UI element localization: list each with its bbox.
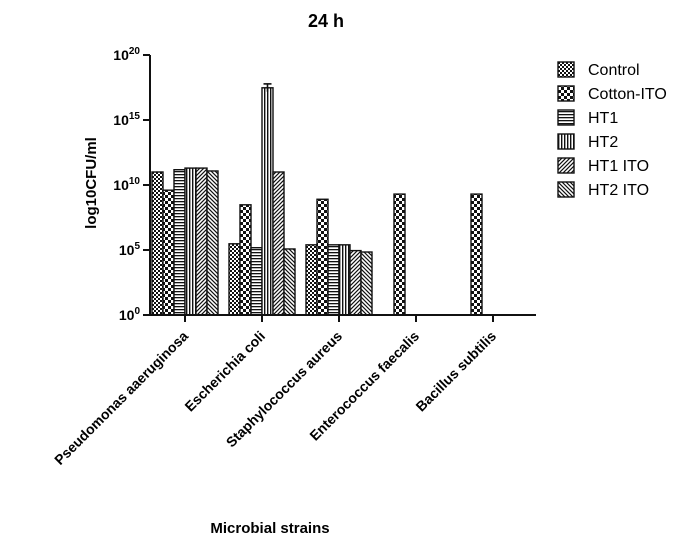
x-tick-label: Bacillus subtilis bbox=[412, 328, 499, 415]
legend-label: HT1 bbox=[588, 110, 618, 127]
bar bbox=[338, 244, 351, 316]
legend-swatch bbox=[557, 85, 575, 102]
legend-swatch bbox=[557, 157, 575, 174]
bar bbox=[173, 169, 186, 316]
y-tick-label: 1020 bbox=[113, 46, 140, 63]
y-tick-exponent: 0 bbox=[134, 306, 140, 317]
legend-swatch bbox=[557, 109, 575, 126]
bar bbox=[283, 248, 296, 316]
y-tick-exponent: 5 bbox=[134, 241, 140, 252]
bar bbox=[349, 249, 362, 316]
bar bbox=[239, 204, 252, 316]
bar bbox=[206, 170, 219, 316]
bars bbox=[151, 87, 483, 316]
legend-label: Cotton-ITO bbox=[588, 86, 667, 103]
y-axis-label: log10CFU/ml bbox=[83, 137, 100, 229]
bar bbox=[316, 198, 329, 316]
legend-label: Control bbox=[588, 62, 640, 79]
bar bbox=[305, 244, 318, 316]
legend: Control Cotton-ITO HT1 HT2 HT1 ITO HT2 ITO bbox=[557, 61, 667, 199]
y-tick-exponent: 20 bbox=[129, 46, 141, 57]
y-tick-exponent: 10 bbox=[129, 176, 141, 187]
y-tick-label: 1010 bbox=[113, 176, 140, 193]
y-tick-label: 100 bbox=[119, 306, 141, 323]
bar bbox=[261, 87, 274, 316]
bar bbox=[393, 193, 406, 316]
bar bbox=[250, 247, 263, 316]
legend-swatch bbox=[557, 133, 575, 150]
y-tick-label: 105 bbox=[119, 241, 141, 258]
legend-label: HT2 bbox=[588, 134, 618, 151]
bar bbox=[228, 243, 241, 316]
legend-label: HT1 ITO bbox=[588, 158, 649, 175]
x-tick-label: Escherichia coli bbox=[181, 328, 268, 415]
bar bbox=[195, 167, 208, 316]
legend-swatch bbox=[557, 181, 575, 198]
error-bars bbox=[263, 83, 272, 92]
bar bbox=[184, 167, 197, 316]
bar bbox=[360, 251, 373, 316]
x-tick-label: Pseudomonas aaeruginosa bbox=[51, 328, 191, 468]
bar bbox=[327, 244, 340, 316]
y-tick-label: 1015 bbox=[113, 111, 140, 128]
x-axis-label: Microbial strains bbox=[210, 520, 329, 537]
bar bbox=[272, 171, 285, 316]
legend-swatch bbox=[557, 61, 575, 78]
bar bbox=[162, 189, 175, 316]
y-tick-exponent: 15 bbox=[129, 111, 141, 122]
chart-title: 24 h bbox=[308, 11, 344, 31]
legend-label: HT2 ITO bbox=[588, 182, 649, 199]
bar bbox=[151, 171, 164, 316]
bar bbox=[470, 193, 483, 316]
